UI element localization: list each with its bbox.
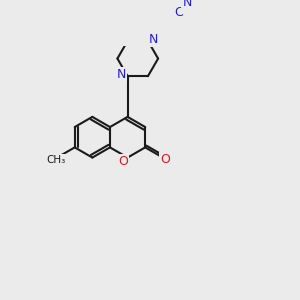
Text: N: N xyxy=(149,33,159,46)
Text: O: O xyxy=(118,155,128,168)
Text: O: O xyxy=(160,153,170,167)
Text: N: N xyxy=(182,0,192,9)
Text: N: N xyxy=(117,68,126,81)
Text: CH₃: CH₃ xyxy=(47,154,66,165)
Text: C: C xyxy=(174,6,183,20)
